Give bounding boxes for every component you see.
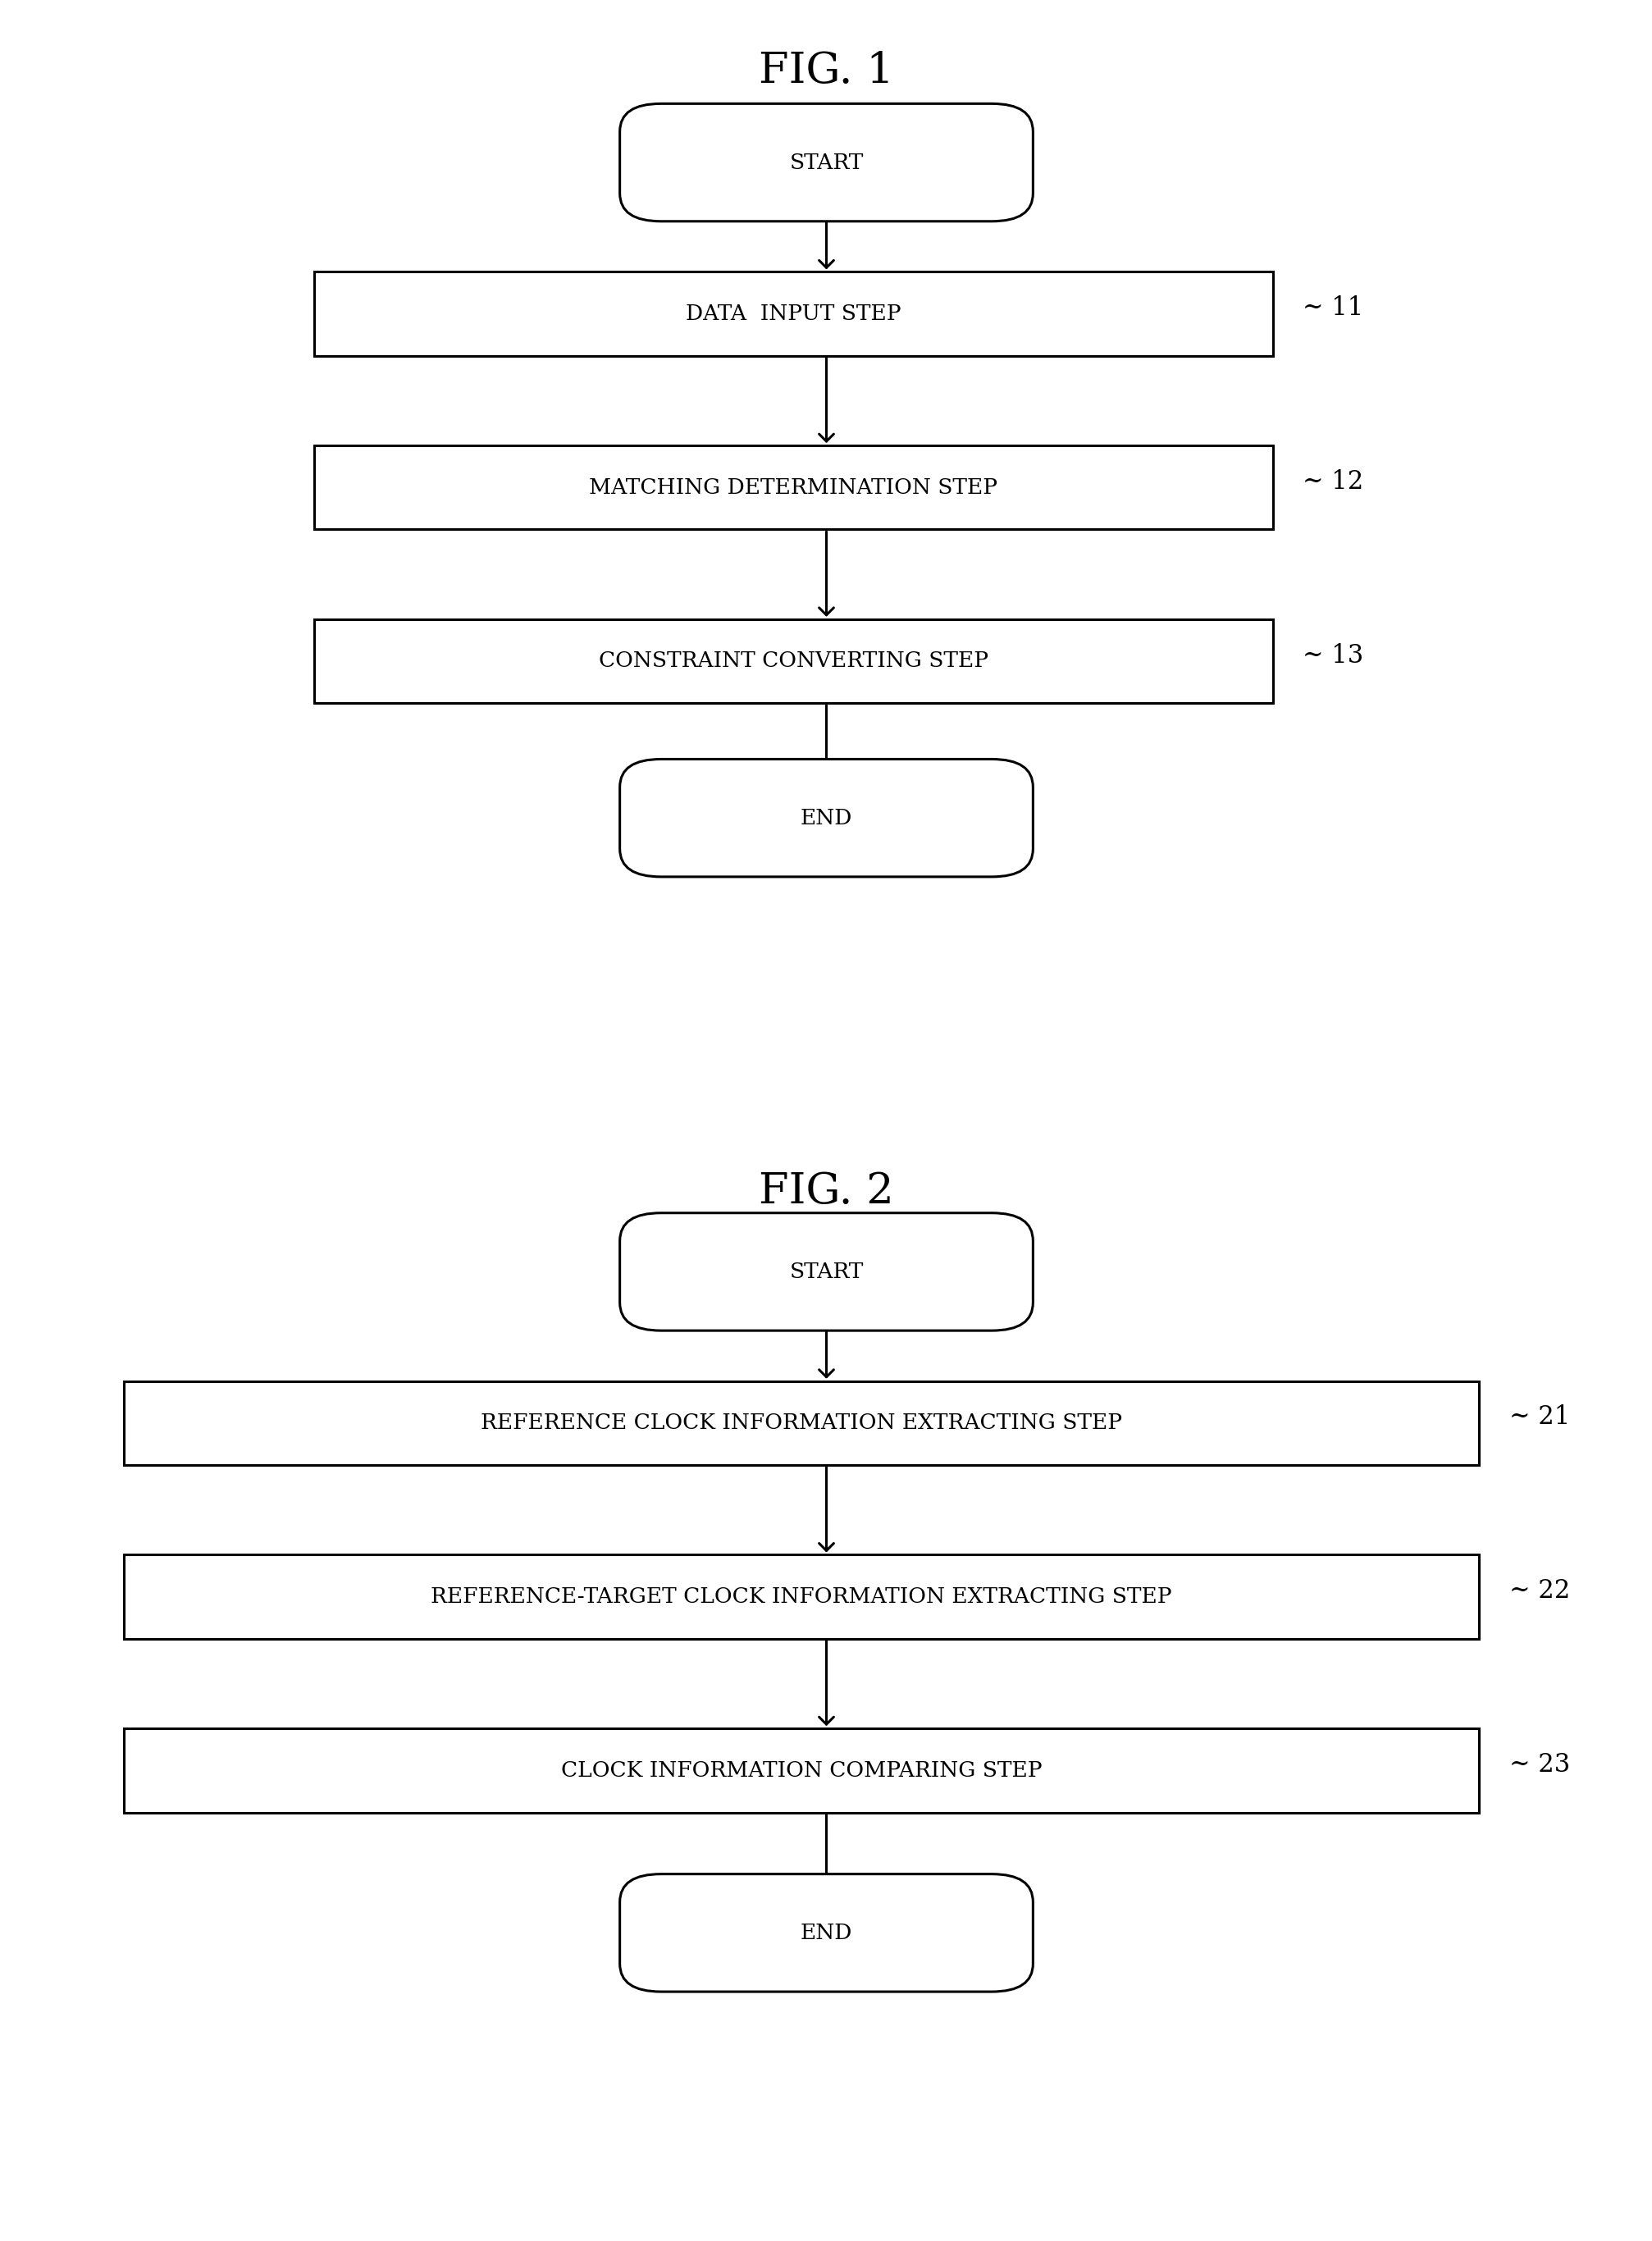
Text: REFERENCE CLOCK INFORMATION EXTRACTING STEP: REFERENCE CLOCK INFORMATION EXTRACTING S… (481, 1412, 1122, 1434)
Bar (314, 619, 1272, 704)
Text: FIG. 2: FIG. 2 (758, 1170, 894, 1212)
Bar (124, 1728, 1479, 1813)
Text: END: END (800, 807, 852, 829)
FancyBboxPatch shape (620, 1873, 1032, 1992)
Text: ~ 22: ~ 22 (1508, 1578, 1569, 1605)
Text: END: END (800, 1923, 852, 1943)
FancyBboxPatch shape (620, 1212, 1032, 1331)
Text: DATA  INPUT STEP: DATA INPUT STEP (686, 303, 900, 325)
Text: CONSTRAINT CONVERTING STEP: CONSTRAINT CONVERTING STEP (598, 650, 988, 672)
FancyBboxPatch shape (620, 760, 1032, 876)
Text: FIG. 1: FIG. 1 (758, 52, 894, 92)
Text: START: START (790, 1262, 862, 1282)
Text: ~ 21: ~ 21 (1508, 1405, 1569, 1430)
Text: CLOCK INFORMATION COMPARING STEP: CLOCK INFORMATION COMPARING STEP (560, 1759, 1042, 1782)
Text: START: START (790, 152, 862, 173)
Bar (124, 1380, 1479, 1466)
Bar (314, 271, 1272, 356)
Bar (314, 446, 1272, 529)
Text: ~ 23: ~ 23 (1508, 1752, 1569, 1777)
Bar (124, 1555, 1479, 1638)
FancyBboxPatch shape (620, 103, 1032, 222)
Text: ~ 12: ~ 12 (1302, 468, 1363, 495)
Text: ~ 11: ~ 11 (1302, 296, 1363, 320)
Text: ~ 13: ~ 13 (1302, 643, 1363, 668)
Text: MATCHING DETERMINATION STEP: MATCHING DETERMINATION STEP (588, 477, 998, 498)
Text: REFERENCE-TARGET CLOCK INFORMATION EXTRACTING STEP: REFERENCE-TARGET CLOCK INFORMATION EXTRA… (431, 1587, 1171, 1607)
